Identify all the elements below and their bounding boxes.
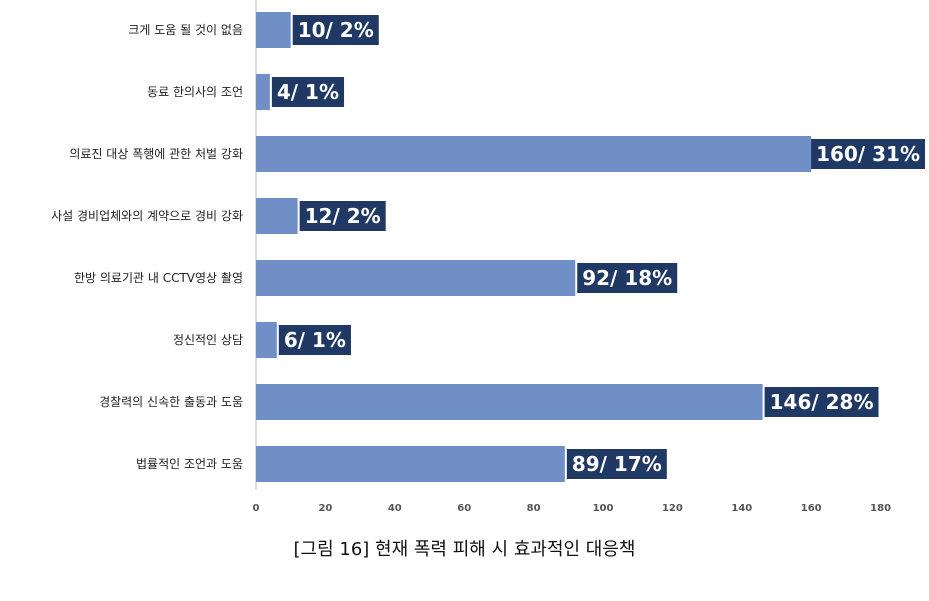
category-label: 의료진 대상 폭행에 관한 처벌 강화: [69, 146, 243, 161]
category-label: 법률적인 조언과 도움: [136, 457, 243, 471]
bar: [256, 260, 576, 296]
bar: [256, 198, 298, 234]
x-tick-label: 80: [527, 503, 541, 514]
category-label: 사설 경비업체와의 계약으로 경비 강화: [51, 208, 243, 223]
data-label: 4/ 1%: [277, 80, 339, 104]
data-label: 6/ 1%: [284, 328, 346, 352]
category-label: 한방 의료기관 내 CCTV영상 촬영: [74, 271, 243, 285]
data-label-box: [811, 139, 925, 169]
x-tick-label: 180: [870, 503, 891, 514]
bar: [256, 74, 270, 110]
bar: [256, 384, 763, 420]
data-label-box: [299, 201, 386, 231]
category-label: 동료 한의사의 조언: [147, 85, 243, 99]
category-label: 경찰력의 신속한 출동과 도움: [99, 395, 243, 409]
category-label: 크게 도움 될 것이 없음: [128, 23, 243, 37]
data-label: 160/ 31%: [816, 142, 920, 166]
data-label-box: [566, 449, 667, 479]
bar-chart: 0 20 40 60 80 100 120 140 160 180 크게 도움 될 것이 없음 10/…: [51, 0, 925, 514]
x-tick-label: 120: [662, 503, 683, 514]
x-tick-label: 140: [731, 503, 752, 514]
data-label: 146/ 28%: [770, 390, 874, 414]
bar: [256, 12, 291, 48]
bar: [256, 136, 812, 172]
data-label-box: [577, 263, 678, 293]
data-label: 10/ 2%: [298, 18, 374, 42]
x-tick-label: 100: [593, 503, 614, 514]
x-tick-label: 60: [457, 503, 471, 514]
x-tick-label: 20: [318, 503, 332, 514]
figure-caption: [그림 16] 현재 폭력 피해 시 효과적인 대응책: [293, 539, 636, 560]
data-label-box: [764, 387, 879, 417]
data-label-box: [292, 15, 379, 45]
x-tick-label: 160: [801, 503, 822, 514]
x-tick-label: 40: [388, 503, 402, 514]
data-label: 92/ 18%: [582, 266, 672, 290]
data-label-box: [271, 77, 345, 107]
bar: [256, 446, 565, 482]
data-label-box: [278, 325, 351, 355]
category-label: 정신적인 상담: [173, 333, 243, 347]
data-label: 89/ 17%: [572, 452, 662, 476]
x-tick-label: 0: [253, 503, 260, 514]
data-label: 12/ 2%: [305, 204, 381, 228]
bar: [256, 322, 277, 358]
